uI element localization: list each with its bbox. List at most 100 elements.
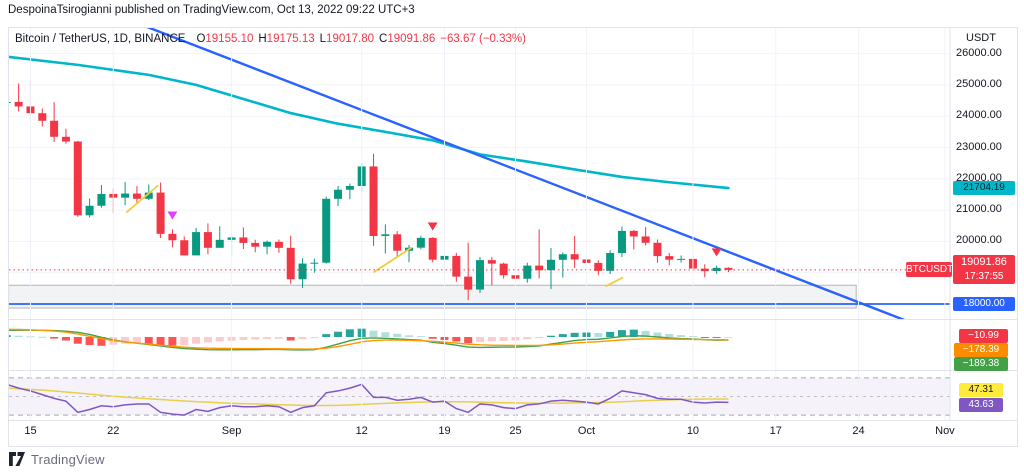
candle-body	[558, 254, 567, 260]
change-value: −63.67 (−0.33%)	[440, 33, 526, 45]
macd-hist-bar	[558, 334, 567, 337]
macd-hist-bar	[156, 337, 165, 345]
symbol-title[interactable]: Bitcoin / TetherUS, 1D, BINANCE	[15, 33, 186, 45]
candle-body	[416, 237, 425, 248]
macd-hist-bar	[724, 337, 733, 338]
macd-hist-bar	[132, 337, 141, 344]
symbol-legend[interactable]: Bitcoin / TetherUS, 1D, BINANCE O19155.10…	[15, 33, 526, 45]
price-tick-label: 22000.00	[956, 171, 1002, 184]
price-tick-label: 24000.00	[956, 109, 1002, 122]
candle-body	[724, 267, 733, 270]
candle-body	[700, 268, 709, 272]
candle-body	[452, 255, 461, 277]
trendline[interactable]	[131, 28, 921, 327]
macd-hist-bar	[61, 337, 70, 341]
time-tick-label: 22	[107, 425, 120, 437]
candle-body	[334, 189, 343, 199]
macd-hist-bar	[9, 335, 11, 337]
macd-hist-bar	[428, 337, 437, 339]
macd-hist-bar	[310, 337, 319, 339]
macd-hist-bar	[286, 337, 295, 341]
price-axis-currency: USDT	[966, 32, 996, 44]
support-zone[interactable]	[9, 284, 857, 309]
macd-hist-bar	[381, 332, 390, 337]
time-tick-label: 15	[24, 425, 37, 437]
rsi-ma-line[interactable]	[9, 387, 729, 407]
macd-hist-bar	[476, 337, 484, 343]
candle-body	[428, 237, 437, 260]
attribution-text: DespoinaTsirogianni published on Trading…	[8, 4, 415, 16]
macd-hist-bar	[73, 337, 82, 344]
candle-body	[665, 256, 674, 260]
low-label: L	[319, 33, 327, 45]
candle-body	[476, 260, 484, 290]
chart-canvas[interactable]	[9, 28, 1017, 446]
candle-body	[286, 247, 295, 280]
open-value: 19155.10	[205, 33, 254, 45]
rsi-ma-label: 47.31	[959, 383, 1003, 397]
candle-body	[546, 259, 555, 271]
candle-body	[322, 198, 331, 263]
candle-body	[345, 185, 354, 190]
macd-hist-bar	[263, 337, 272, 340]
macd-hist-bar	[334, 331, 343, 337]
macd-hist-bar	[594, 333, 603, 337]
yellow-trend-segment[interactable]	[125, 184, 159, 214]
macd-hist-bar	[215, 337, 224, 342]
tradingview-logo-icon	[9, 452, 25, 466]
cyan-ma-line[interactable]	[9, 55, 730, 190]
candle-body	[369, 166, 378, 236]
triangle-down-marker[interactable]	[427, 222, 438, 231]
candle-body	[97, 193, 106, 206]
bar-countdown: 17:37:55	[964, 271, 1004, 282]
time-tick-label: Oct	[577, 425, 596, 437]
candle-body	[215, 239, 224, 248]
candle-body	[239, 237, 248, 243]
macd-hist-bar	[180, 337, 189, 346]
candle-body	[535, 265, 544, 271]
macd-hist-bar	[535, 337, 544, 339]
macd-hist-bar	[653, 332, 662, 337]
macd-hist-bar	[274, 337, 283, 339]
triangle-down-marker[interactable]	[711, 248, 722, 257]
macd-hist-bar	[464, 337, 473, 344]
close-value: 19091.86	[387, 33, 436, 45]
macd-pane[interactable]	[9, 328, 733, 351]
macd-orange-line[interactable]	[9, 328, 729, 350]
open-label: O	[196, 33, 206, 45]
rsi-pane[interactable]	[9, 377, 950, 416]
price-tick-label: 20000.00	[956, 234, 1002, 247]
candle-body	[381, 234, 390, 236]
macd-orange-label: −178.39	[954, 343, 1008, 357]
macd-hist-bar	[85, 337, 94, 345]
tradingview-logo[interactable]: TradingView	[8, 451, 105, 467]
candle-body	[203, 232, 212, 248]
candle-body	[132, 193, 141, 199]
candle-body	[251, 242, 260, 247]
chart-container[interactable]: Bitcoin / TetherUS, 1D, BINANCE O19155.10…	[8, 27, 1018, 447]
macd-hist-bar	[251, 337, 260, 340]
rsi-line[interactable]	[9, 383, 729, 416]
price-pane[interactable]	[9, 28, 950, 327]
candle-body	[38, 113, 47, 121]
candle-body	[263, 241, 272, 247]
candle-body	[653, 242, 662, 257]
candle-body	[9, 101, 11, 103]
candle-body	[192, 232, 201, 256]
macd-hist-bar	[570, 332, 579, 337]
macd-hist-bar	[617, 330, 626, 337]
macd-hist-bar	[38, 336, 47, 338]
yellow-trend-segment[interactable]	[604, 276, 624, 288]
level-price-label: 18000.00	[953, 297, 1015, 311]
macd-hist-bar	[546, 335, 555, 337]
candle-body	[14, 101, 23, 107]
macd-hist-bar	[606, 331, 615, 337]
macd-hist-bar	[203, 337, 212, 343]
triangle-down-marker[interactable]	[167, 211, 178, 220]
macd-hist-bar	[405, 335, 414, 337]
macd-hist-bar	[97, 337, 106, 346]
close-label: C	[379, 33, 388, 45]
candle-body	[641, 236, 650, 243]
ma-price-label: 21704.19	[953, 181, 1015, 195]
yellow-trend-segment[interactable]	[373, 246, 412, 274]
